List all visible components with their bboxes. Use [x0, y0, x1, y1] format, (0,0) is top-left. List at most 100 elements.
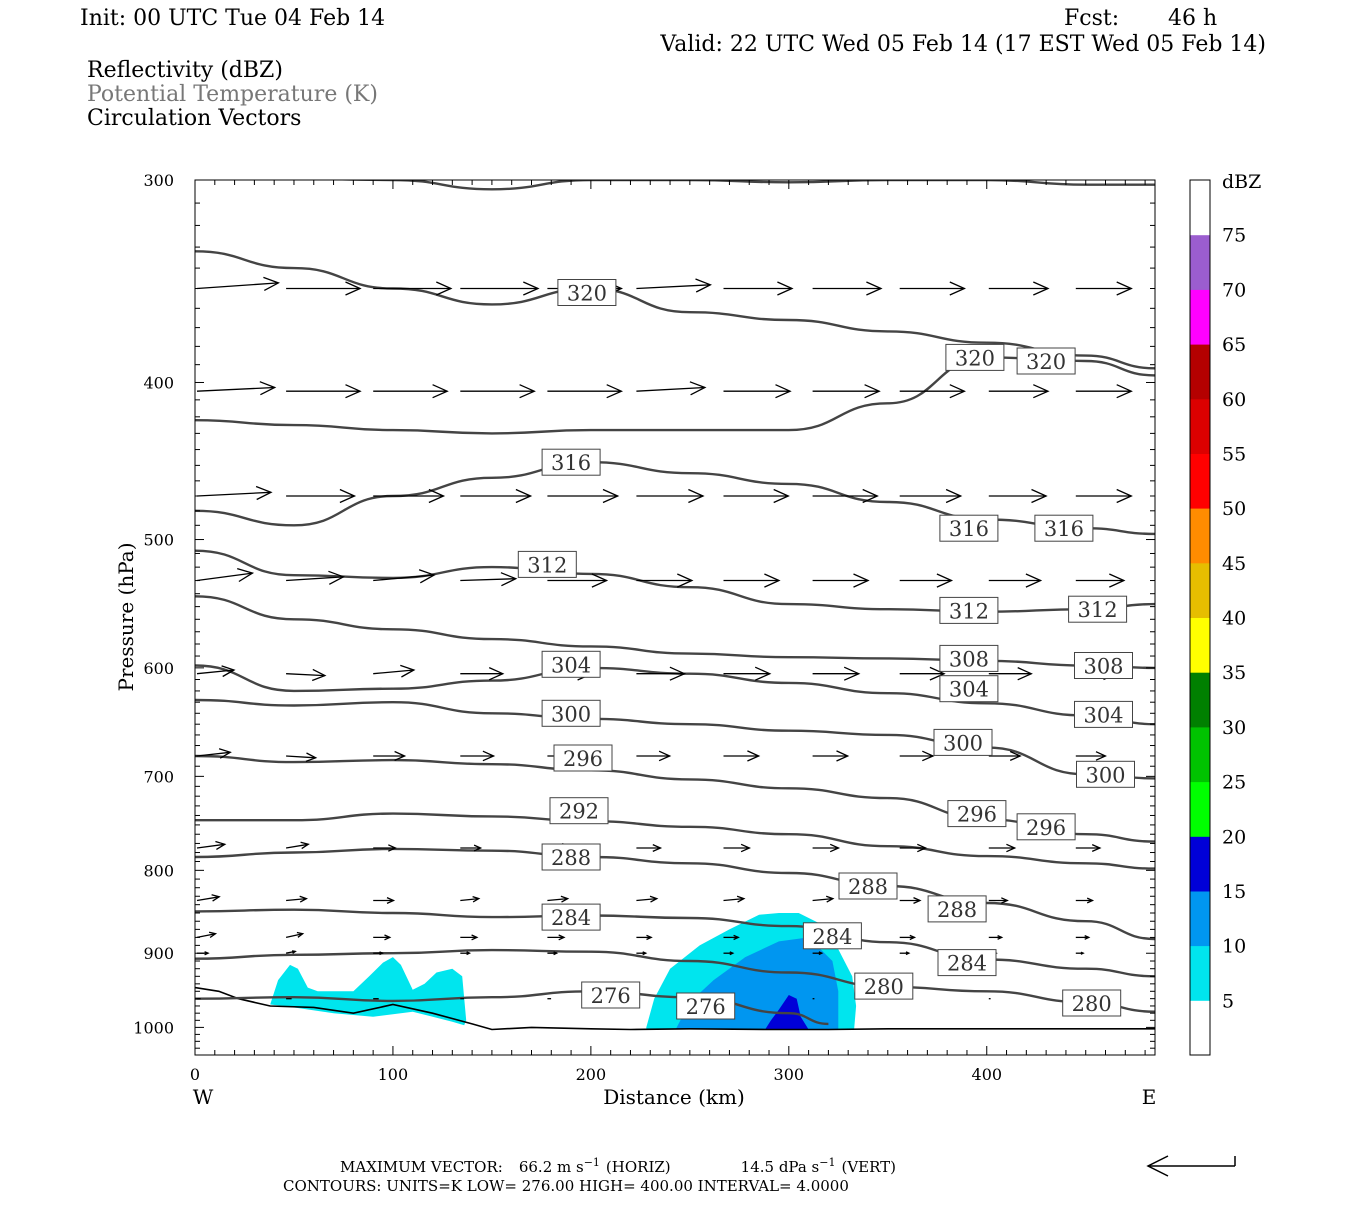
vector-arrow — [723, 895, 746, 903]
svg-text:304: 304 — [949, 678, 989, 702]
contour-labels: 276 276 280 280 284 284 284 288 288 288 292 296 296 2… — [517, 279, 1135, 1020]
vector-arrow — [812, 666, 861, 681]
x-axis-title: Distance (km) — [603, 1085, 745, 1109]
field-potential-temperature: Potential Temperature (K) — [87, 82, 378, 107]
plot-frame — [194, 179, 1156, 1056]
colorbar-swatch — [1190, 398, 1210, 454]
colorbar-level-label: 40 — [1222, 608, 1246, 630]
vector-arrow — [636, 381, 707, 396]
max-vector-horiz-type: (HORIZ) — [606, 1158, 671, 1176]
svg-text:296: 296 — [563, 747, 603, 771]
vector-arrow — [547, 384, 624, 399]
vector-arrow — [286, 895, 308, 903]
vector-arrow — [285, 950, 297, 954]
theta-contour-296 — [195, 754, 1155, 843]
x-tick-label: 200 — [576, 1065, 607, 1084]
vector-arrow — [286, 570, 345, 585]
theta-contour-324 — [195, 250, 1155, 370]
init-time: Init: 00 UTC Tue 04 Feb 14 — [80, 6, 385, 31]
vector-arrow — [988, 935, 1004, 940]
vector-arrow — [899, 488, 963, 504]
vector-arrow — [723, 750, 761, 762]
theta-contour-292 — [195, 812, 1155, 870]
vector-arrow — [988, 281, 1050, 296]
vector-arrow — [373, 569, 436, 584]
colorbar-level-label: 75 — [1222, 225, 1246, 247]
vector-arrow — [373, 488, 446, 504]
max-vector-vert-value: 14.5 dPa s — [741, 1158, 820, 1176]
vector-arrow — [899, 951, 911, 956]
contour-label: 300 — [933, 728, 993, 756]
x-tick-label: 400 — [972, 1065, 1003, 1084]
contour-label: 308 — [1074, 652, 1133, 679]
x-end-label-east: E — [1142, 1085, 1157, 1109]
circulation-vectors — [196, 276, 1133, 1000]
colorbar-level-label: 10 — [1222, 936, 1246, 958]
vector-arrow — [988, 488, 1048, 504]
contour-label: 312 — [517, 550, 577, 578]
contour-label: 320 — [1016, 347, 1076, 375]
x-tick-label: 300 — [774, 1065, 805, 1084]
colorbar-swatch — [1190, 289, 1210, 345]
y-tick-label: 500 — [143, 531, 174, 550]
colorbar-swatch — [1190, 890, 1210, 947]
vector-arrow — [286, 488, 357, 504]
svg-text:284: 284 — [947, 952, 987, 976]
vector-arrow — [723, 951, 735, 956]
vector-arrow — [988, 843, 1017, 853]
vector-arrow — [812, 384, 881, 399]
contour-label: 300 — [541, 699, 601, 727]
theta-contour-320 — [195, 356, 1155, 435]
vector-arrow — [286, 281, 362, 296]
vector-arrow — [285, 841, 310, 850]
vector-arrow — [196, 665, 236, 678]
contour-label: 288 — [927, 895, 987, 923]
y-tick-label: 900 — [143, 944, 174, 963]
field-reflectivity: Reflectivity (dBZ) — [87, 58, 283, 83]
vector-arrow — [285, 931, 305, 939]
contour-label: 300 — [1076, 760, 1135, 788]
vector-arrow — [812, 843, 841, 853]
theta-contour-308 — [195, 595, 1155, 670]
y-tick-label: 600 — [143, 659, 174, 678]
svg-text:312: 312 — [949, 599, 989, 623]
vector-arrow — [636, 666, 687, 681]
svg-text:320: 320 — [955, 346, 995, 370]
colorbar-swatch — [1190, 344, 1210, 400]
contour-label: 288 — [838, 872, 898, 900]
vector-arrow — [636, 750, 672, 762]
vector-arrow — [460, 384, 536, 399]
y-tick-label: 400 — [143, 374, 174, 393]
x-tick-label: 0 — [190, 1065, 200, 1084]
theta-contour-316 — [195, 460, 1155, 536]
colorbar-level-label: 60 — [1222, 389, 1246, 411]
colorbar-level-label: 30 — [1222, 717, 1246, 739]
theta-contour-312 — [195, 549, 1155, 613]
colorbar-swatch — [1190, 508, 1210, 564]
vector-arrow — [812, 951, 824, 956]
vector-arrow — [899, 281, 966, 296]
vector-arrow — [723, 281, 794, 296]
vector-arrow — [373, 750, 407, 761]
svg-text:284: 284 — [812, 925, 852, 949]
vector-arrow — [1075, 897, 1095, 904]
y-tick-label: 300 — [143, 171, 174, 190]
vector-arrow — [286, 752, 318, 763]
svg-text:320: 320 — [567, 282, 607, 306]
vector-arrow — [196, 894, 221, 902]
contour-label: 316 — [541, 448, 601, 476]
svg-text:304: 304 — [551, 653, 591, 677]
vector-arrow — [373, 934, 392, 941]
vector-arrow — [899, 666, 946, 681]
vector-arrow — [1075, 384, 1133, 399]
colorbar-level-label: 25 — [1222, 772, 1246, 794]
vector-arrow — [988, 384, 1050, 399]
vector-arrow — [286, 668, 327, 682]
colorbar-level-label: 70 — [1222, 279, 1246, 301]
svg-text:296: 296 — [1026, 816, 1066, 840]
reference-vector-icon — [1146, 1155, 1236, 1177]
forecast-label: Fcst: — [1064, 6, 1119, 31]
vector-arrow — [899, 384, 966, 399]
colorbar-level-label: 20 — [1222, 826, 1246, 848]
forecast-hour: 46 h — [1168, 6, 1217, 31]
